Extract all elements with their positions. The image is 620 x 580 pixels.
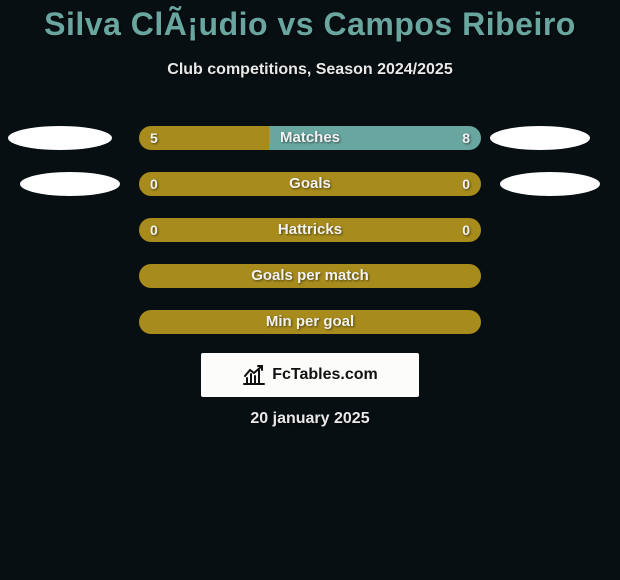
stat-bar-left [139, 126, 269, 150]
stat-row: Min per goal [0, 310, 620, 334]
player-left-ellipse [8, 126, 112, 150]
stat-bar-left [139, 310, 481, 334]
brand-badge: FcTables.com [201, 353, 419, 397]
stat-bar-track [139, 126, 481, 150]
subtitle: Club competitions, Season 2024/2025 [0, 61, 620, 79]
player-right-ellipse [500, 172, 600, 196]
brand-chart-icon [242, 364, 266, 386]
date-stamp: 20 january 2025 [0, 410, 620, 428]
stat-bar-track [139, 310, 481, 334]
brand-text: FcTables.com [272, 366, 378, 384]
stat-bar-left [139, 218, 481, 242]
player-right-ellipse [490, 126, 590, 150]
stat-row: Goals00 [0, 172, 620, 196]
player-left-ellipse [20, 172, 120, 196]
title: Silva ClÃ¡udio vs Campos Ribeiro [0, 0, 620, 43]
stat-bar-track [139, 218, 481, 242]
stat-rows: Matches58 Goals00 Hattricks00 Goals per mat… [0, 126, 620, 356]
stat-row: Hattricks00 [0, 218, 620, 242]
stat-row: Goals per match [0, 264, 620, 288]
stat-bar-left [139, 172, 481, 196]
stat-row: Matches58 [0, 126, 620, 150]
stat-bar-track [139, 172, 481, 196]
stat-bar-track [139, 264, 481, 288]
stat-bar-left [139, 264, 481, 288]
comparison-card: Silva ClÃ¡udio vs Campos Ribeiro Club co… [0, 0, 620, 580]
stat-bar-right [269, 126, 481, 150]
